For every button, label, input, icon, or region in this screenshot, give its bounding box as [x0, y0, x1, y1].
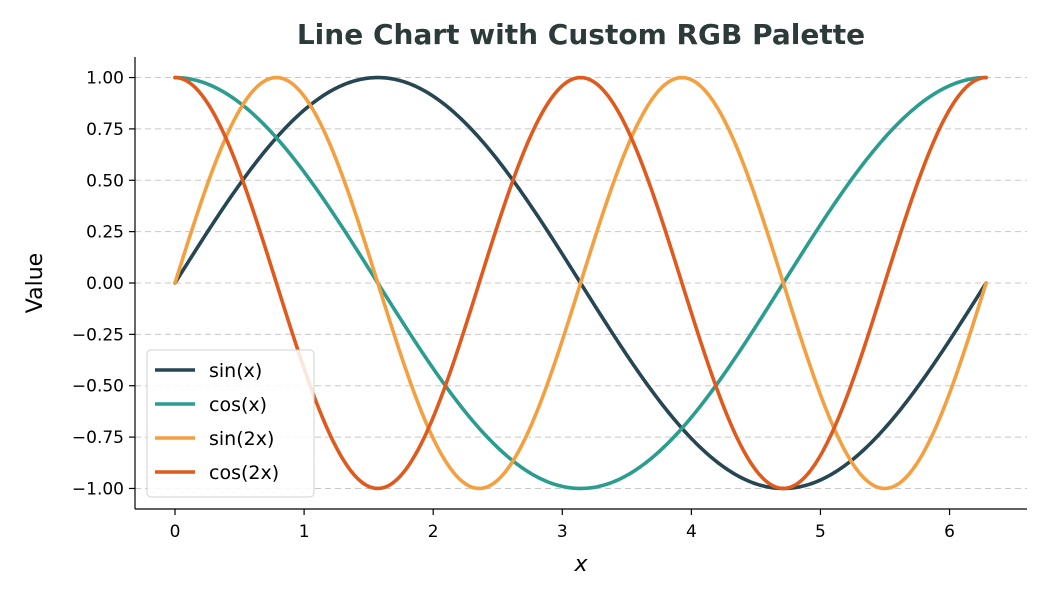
- x-tick-label: 1: [299, 522, 310, 542]
- legend-box: [146, 349, 315, 498]
- y-tick-label: 0.75: [86, 120, 124, 140]
- legend-label: cos(x): [209, 394, 267, 416]
- chart-title: Line Chart with Custom RGB Palette: [297, 18, 865, 51]
- x-tick-label: 6: [944, 522, 955, 542]
- y-tick-label: −1.00: [72, 479, 124, 499]
- axes-layer: 0 1 2 3 4 5 6 1.00 0.75 0.50 0.25 0.00 −0.25 −0.50 −0.…: [72, 57, 1027, 542]
- x-tick-label: 5: [815, 522, 826, 542]
- x-tick-label: 2: [428, 522, 439, 542]
- y-tick-label: −0.25: [72, 325, 124, 345]
- legend: sin(x) cos(x) sin(2x) cos(2x): [146, 349, 315, 498]
- x-tick-label: 4: [686, 522, 697, 542]
- y-tick-label: 0.50: [86, 171, 124, 191]
- series-line-sin-2x: [173, 75, 988, 491]
- legend-label: cos(2x): [209, 462, 279, 484]
- y-tick-label: 1.00: [86, 69, 124, 89]
- legend-label: sin(x): [209, 360, 262, 382]
- y-tick-label: −0.75: [72, 428, 124, 448]
- x-tick-label: 3: [557, 522, 568, 542]
- y-tick-label: 0.25: [86, 223, 124, 243]
- y-tick-label: 0.00: [86, 274, 124, 294]
- series-line-cos-x: [173, 75, 988, 491]
- x-tick-label: 0: [170, 522, 181, 542]
- y-tick-label: −0.50: [72, 377, 124, 397]
- x-axis-label: x: [573, 552, 588, 577]
- y-axis-label: Value: [23, 253, 48, 313]
- legend-label: sin(2x): [209, 428, 274, 450]
